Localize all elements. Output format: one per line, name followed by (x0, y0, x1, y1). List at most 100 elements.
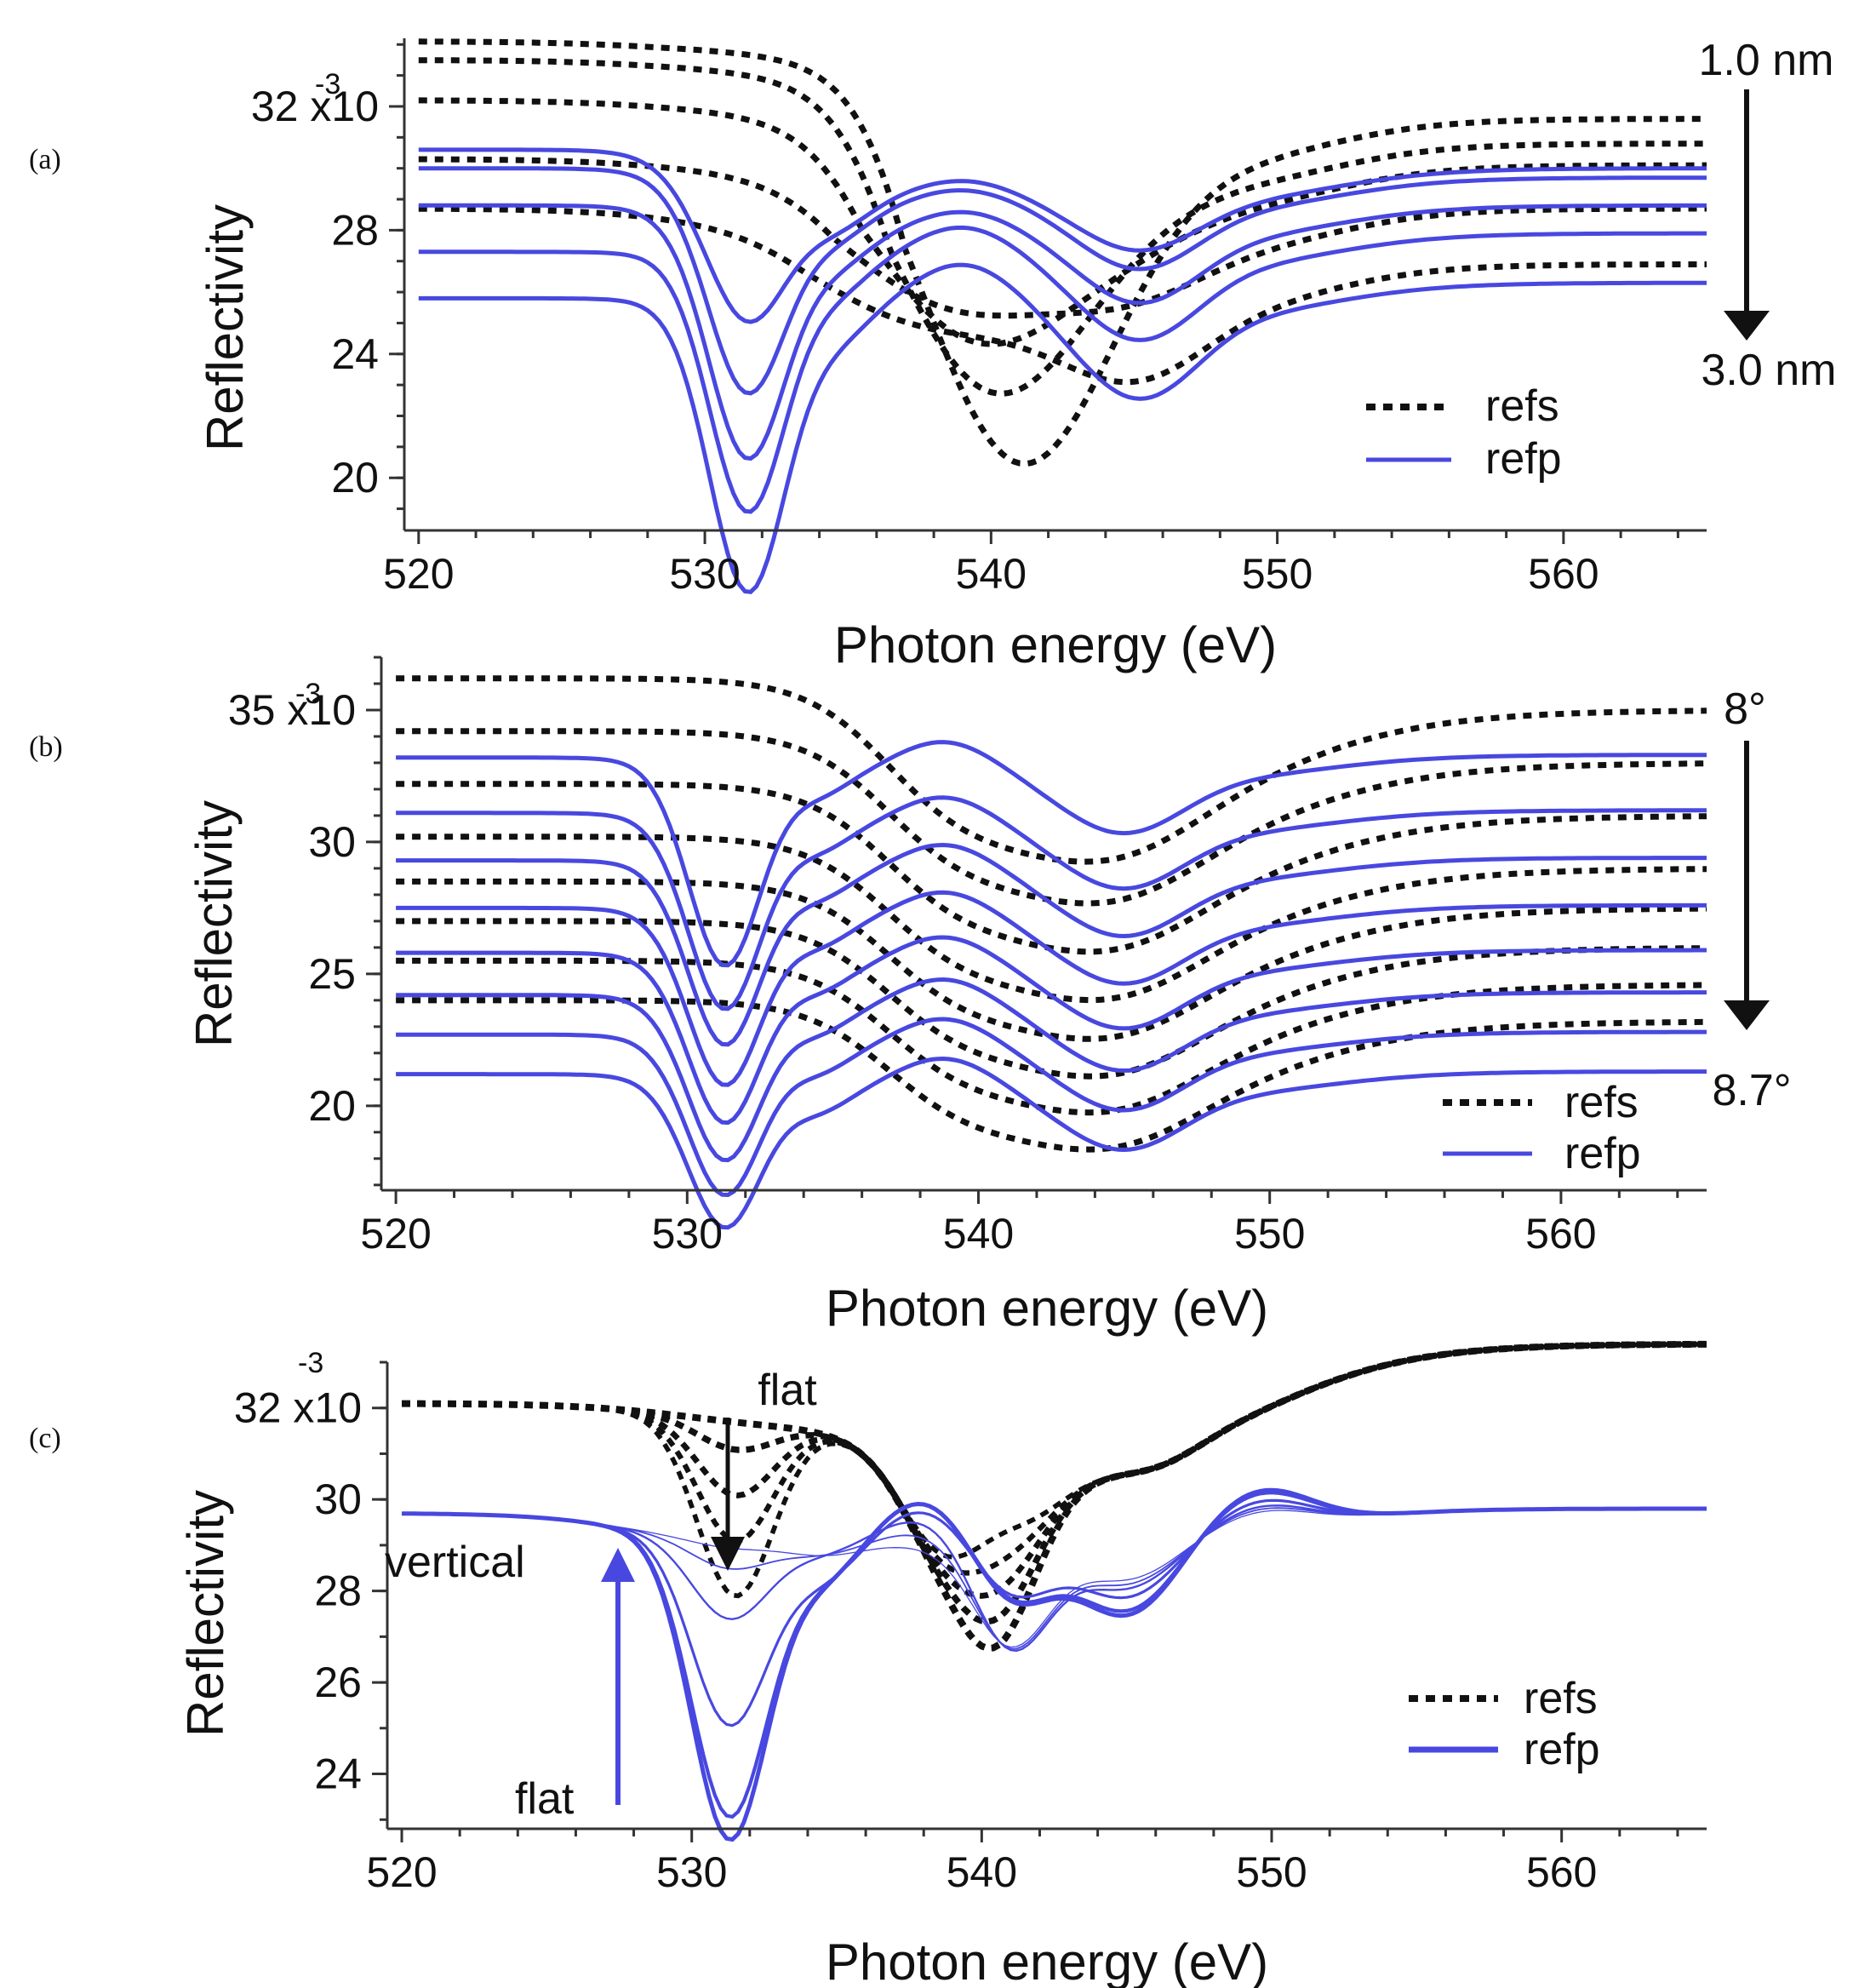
panel-c-axes: 520 530 540 550 560 24 26 28 30 32 x10 (234, 1361, 1707, 1896)
panel-c-exponent: -3 (298, 1347, 323, 1379)
panel-c-refp-arrowhead (601, 1548, 635, 1582)
panel-b-refs-curve (396, 918, 1707, 1080)
panel-a-y-tick-label: 24 (331, 330, 379, 378)
panel-c-y-tick-label: 26 (314, 1659, 362, 1706)
panel-c-refp-curve (401, 1508, 1707, 1648)
panel-a-legend-refs: refs (1485, 381, 1559, 431)
panel-b-ylabel: Reflectivity (186, 800, 243, 1047)
panel-b-refp-curve (396, 795, 1707, 1011)
panel-b-legend: refs refp (1443, 1078, 1641, 1178)
panel-b-annotation-bottom: 8.7° (1712, 1066, 1791, 1115)
panel-b-y-tick-label: 30 (308, 818, 356, 866)
panel-a-label: (a) (29, 144, 61, 175)
panel-c-ylabel: Reflectivity (177, 1490, 234, 1737)
panel-a-annotation-top: 1.0 nm (1699, 36, 1834, 85)
panel-c-y-tick-label: 28 (314, 1567, 362, 1615)
panel-a-axes: 520 530 540 550 560 20 24 28 32 x10 (251, 38, 1707, 598)
panel-b-x-tick-label: 560 (1525, 1210, 1596, 1258)
panel-c-label: (c) (29, 1423, 61, 1454)
panel-c-refs-curve (402, 1341, 1707, 1599)
panel-b-curves (396, 675, 1707, 1230)
panel-c-refp-curve (401, 1498, 1707, 1727)
panel-a-legend: refs refp (1366, 381, 1562, 484)
panel-c: (c) 520 530 540 550 560 24 26 28 30 32 x10 -3 Pho… (29, 1340, 1707, 1988)
panel-a-y-tick-label: 28 (331, 206, 379, 254)
panel-c-refp-curve (401, 1487, 1707, 1842)
panel-a-refs-curve (418, 205, 1707, 386)
panel-b-arrowhead (1724, 1000, 1770, 1030)
panel-b-x-tick-label: 550 (1234, 1210, 1305, 1258)
panel-b-y-tick-label: 20 (308, 1082, 356, 1130)
panel-a-refs-curve (418, 156, 1707, 319)
panel-c-x-tick-label: 530 (656, 1848, 727, 1896)
panel-b-refs-curve (396, 781, 1707, 955)
panel-a-arrowhead (1724, 311, 1770, 341)
panel-c-x-tick-label: 550 (1236, 1848, 1307, 1896)
panel-c-xlabel: Photon energy (eV) (826, 1934, 1268, 1988)
panel-b-x-tick-label: 520 (360, 1210, 431, 1258)
panel-b-legend-refs: refs (1564, 1078, 1639, 1127)
panel-b-legend-refp: refp (1564, 1129, 1641, 1178)
panel-c-legend-refs: refs (1524, 1674, 1598, 1723)
panel-a-refp-curve (418, 147, 1707, 324)
panel-b-exponent: -3 (295, 678, 321, 710)
panel-b-y-tick-label: 25 (308, 950, 356, 998)
panel-a-refs-curve (418, 38, 1707, 467)
panel-b-refs-curve (396, 675, 1707, 865)
panel-c-curves (401, 1340, 1707, 1842)
panel-b: (b) 520 530 540 550 560 20 25 30 35 x10 -3 Photo… (29, 656, 1792, 1337)
panel-b-xlabel: Photon energy (eV) (826, 1280, 1268, 1337)
panel-a-x-tick-label: 520 (383, 550, 454, 598)
panel-a-exponent: -3 (315, 68, 340, 100)
panel-c-x-tick-label: 520 (366, 1848, 437, 1896)
panel-b-refs-curve (396, 957, 1707, 1116)
panel-c-y-tick-label: 32 x10 (234, 1384, 362, 1432)
panel-b-refs-curve (396, 728, 1707, 907)
panel-c-annotation-refp-flat: flat (515, 1774, 575, 1824)
panel-c-y-tick-label: 30 (314, 1475, 362, 1523)
panel-b-refp-curve (396, 935, 1707, 1126)
panel-a-x-tick-label: 560 (1528, 550, 1599, 598)
panel-a-refp-curve (418, 166, 1707, 396)
panel-a-refs-curve (418, 57, 1707, 397)
panel-b-refp-curve (396, 1017, 1707, 1198)
panel-c-annotation-refs-flat: flat (758, 1366, 817, 1415)
panel-c-x-tick-label: 560 (1526, 1848, 1597, 1896)
panel-a-x-tick-label: 530 (669, 550, 740, 598)
panel-c-legend: refs refp (1409, 1674, 1600, 1774)
panel-a-legend-refp: refp (1485, 434, 1562, 484)
panel-c-refs-arrowhead (711, 1537, 745, 1571)
panel-c-legend-refp: refp (1524, 1725, 1600, 1774)
panel-b-refp-curve (396, 1056, 1707, 1230)
panel-a-curves (418, 38, 1707, 594)
panel-a-refp-curve (418, 203, 1707, 461)
panel-a-annotation-bottom: 3.0 nm (1702, 346, 1837, 395)
panel-a-refp-curve (418, 225, 1707, 514)
panel-a-x-tick-label: 550 (1242, 550, 1313, 598)
panel-b-annotation-top: 8° (1724, 685, 1766, 734)
panel-a-refs-curve (418, 97, 1707, 347)
panel-c-refs-curve (402, 1341, 1707, 1625)
panel-b-refp-curve (396, 740, 1707, 968)
panel-a-xlabel: Photon energy (eV) (834, 616, 1277, 673)
panel-b-y-tick-label: 35 x10 (228, 686, 356, 734)
panel-c-refs-curve (402, 1342, 1707, 1599)
panel-b-x-tick-label: 540 (943, 1210, 1014, 1258)
panel-a: (a) 520 530 540 550 560 20 24 28 32 x10 -3 Photo… (29, 36, 1836, 673)
panel-c-annotation-vertical: vertical (385, 1538, 525, 1587)
panel-a-ylabel: Reflectivity (197, 204, 254, 451)
panel-b-refp-curve (396, 842, 1707, 1047)
panel-b-axes: 520 530 540 550 560 20 25 30 35 x10 (228, 656, 1707, 1258)
panel-a-refp-curve (418, 262, 1707, 594)
panel-b-label: (b) (29, 731, 63, 763)
panel-b-x-tick-label: 530 (652, 1210, 723, 1258)
panel-c-refs-curve (402, 1340, 1707, 1653)
panel-c-x-tick-label: 540 (947, 1848, 1017, 1896)
panel-a-x-tick-label: 540 (956, 550, 1027, 598)
panel-c-y-tick-label: 24 (314, 1750, 362, 1798)
panel-b-refp-curve (396, 890, 1707, 1087)
panel-a-y-tick-label: 32 x10 (251, 83, 379, 130)
panel-a-y-tick-label: 20 (331, 454, 379, 501)
panel-b-refp-curve (396, 977, 1707, 1163)
